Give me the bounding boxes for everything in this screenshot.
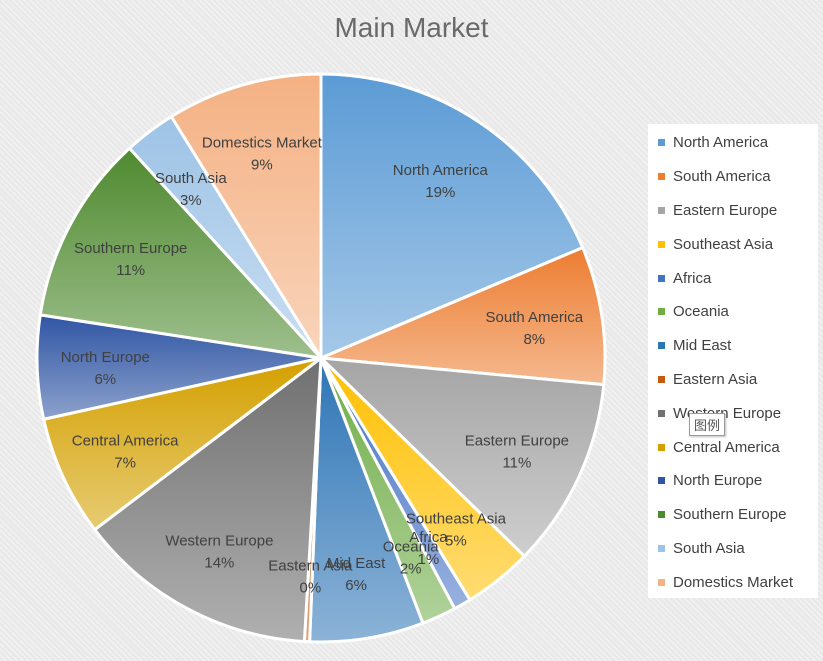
legend-item-domestics-market[interactable]: Domestics Market [648,565,818,599]
legend-item-mid-east[interactable]: Mid East [648,329,818,363]
legend-swatch [658,139,665,147]
legend-label: Oceania [673,303,729,321]
slice-label-percent: 2% [400,560,422,577]
slice-label-percent: 11% [502,455,531,472]
pie-slice-eastern-europe[interactable] [319,356,606,558]
slice-label-north-america: North America 19% [393,162,489,201]
legend-swatch [658,544,665,552]
slice-label-name: South America [486,309,584,326]
legend-swatch [658,375,665,383]
slice-label-eastern-europe: Eastern Europe 11% [465,433,569,472]
slice-label-name: North America [393,162,489,179]
slice-label-percent: 11% [116,262,145,279]
legend-label: Eastern Europe [673,201,778,219]
legend-label: Eastern Asia [673,370,758,388]
legend-item-southern-europe[interactable]: Southern Europe [648,498,818,532]
slice-label-percent: 1% [418,551,440,568]
legend-label: South America [673,168,771,186]
legend-item-south-asia[interactable]: South Asia [648,532,818,566]
slice-label-south-america: South America 8% [486,309,584,348]
slice-label-name: Eastern Asia [268,558,353,575]
legend-label: Domestics Market [673,573,794,591]
slice-label-percent: 14% [204,554,234,571]
pie-slice-western-europe[interactable] [93,356,323,644]
legend-swatch [658,240,665,248]
slice-label-name: Domestics Market [202,134,323,151]
legend-item-africa[interactable]: Africa [648,261,818,295]
legend-swatch [658,342,665,350]
legend-swatch [658,409,665,417]
legend-item-oceania[interactable]: Oceania [648,295,818,329]
legend-swatch [658,477,665,485]
slice-label-name: Mid East [327,555,386,572]
slice-label-name: Central America [72,433,179,450]
slice-label-name: Eastern Europe [465,433,569,450]
legend-swatch [658,511,665,519]
legend-item-eastern-europe[interactable]: Eastern Europe [648,194,818,228]
legend-item-north-america[interactable]: North America [648,126,818,160]
slice-label-name: Oceania [383,538,440,555]
legend-item-eastern-asia[interactable]: Eastern Asia [648,363,818,397]
slice-label-percent: 5% [445,533,467,550]
slice-label-name: Southeast Asia [406,511,507,528]
legend-swatch [658,206,665,214]
legend-item-south-america[interactable]: South America [648,160,818,194]
legend-swatch [658,308,665,316]
legend-item-central-america[interactable]: Central America [648,430,818,464]
slice-label-mid-east: Mid East 6% [327,555,386,594]
legend-label: Central America [673,438,780,456]
slice-label-percent: 6% [94,371,116,388]
pie-slice-southern-europe[interactable] [38,146,323,360]
slice-label-eastern-asia: Eastern Asia 0% [268,558,353,597]
legend-label: Southern Europe [673,506,787,524]
legend-swatch [658,443,665,451]
chart-title: Main Market [334,12,489,43]
legend-swatch [658,274,665,282]
pie-slice-mid-east[interactable] [308,356,425,644]
slice-label-central-america: Central America 7% [72,433,179,472]
slice-label-southern-europe: Southern Europe 11% [74,240,187,279]
pie-slice-central-america[interactable] [42,356,323,532]
legend-label: Southeast Asia [673,235,774,253]
slice-label-percent: 7% [114,455,136,472]
slice-label-western-europe: Western Europe 14% [165,532,273,571]
slice-label-percent: 8% [523,331,545,348]
legend-tooltip: 图例 [689,413,726,436]
legend-label: North Europe [673,472,763,490]
slice-label-oceania: Oceania 2% [383,538,440,577]
slice-label-north-europe: North Europe 6% [61,349,150,388]
slice-label-domestics-market: Domestics Market 9% [202,134,323,173]
legend-item-western-europe[interactable]: Western Europe [648,396,818,430]
slice-label-name: Africa [409,529,448,546]
legend-swatch [658,578,665,586]
slice-label-percent: 0% [300,580,322,597]
slice-label-southeast-asia: Southeast Asia 5% [406,511,507,550]
slice-label-africa: Africa 1% [409,529,448,568]
slice-label-percent: 19% [425,184,455,201]
legend-item-southeast-asia[interactable]: Southeast Asia [648,227,818,261]
legend-label: Mid East [673,337,732,355]
legend-swatch [658,173,665,181]
legend-item-north-europe[interactable]: North Europe [648,464,818,498]
pie-slice-north-america[interactable] [319,72,585,360]
legend-label: South Asia [673,539,745,557]
slice-label-percent: 9% [251,156,273,173]
slice-label-name: Southern Europe [74,240,187,257]
slice-label-percent: 3% [180,192,202,209]
slice-label-south-asia: South Asia 3% [155,170,227,209]
slice-label-name: Western Europe [165,532,273,549]
pie-slice-south-america[interactable] [319,246,607,387]
legend-label: North America [673,134,769,152]
pie-slice-domestics-market[interactable] [169,72,323,360]
slice-label-percent: 6% [345,577,367,594]
legend-label: Africa [673,269,712,287]
slice-label-name: South Asia [155,170,227,187]
slice-label-name: North Europe [61,349,150,366]
chart-legend[interactable]: North America South America Eastern Europe… [648,124,818,598]
